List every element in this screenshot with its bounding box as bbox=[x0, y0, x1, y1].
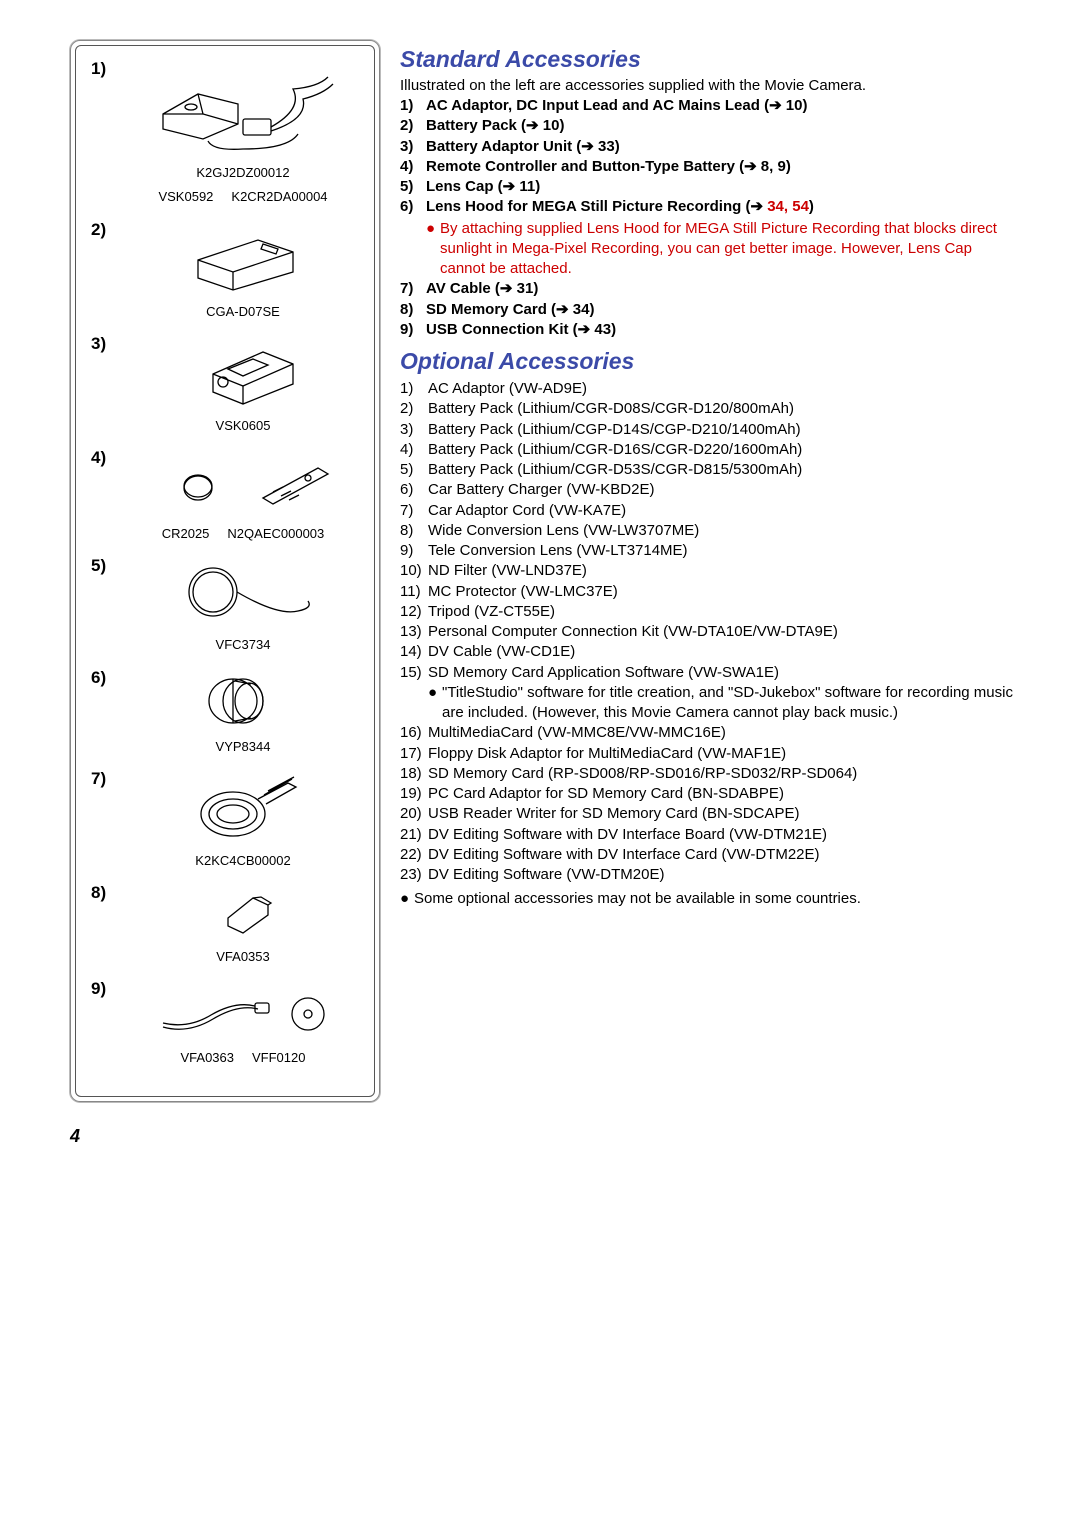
std-item: 6) Lens Hood for MEGA Still Picture Reco… bbox=[400, 197, 1020, 279]
usb-kit-illustration bbox=[117, 979, 369, 1044]
part-label: K2GJ2DZ00012 bbox=[196, 165, 289, 181]
std-item: 7)AV Cable (➔ 31) bbox=[400, 279, 1020, 299]
part-label: CR2025 bbox=[162, 526, 210, 542]
illus-num: 9) bbox=[81, 979, 117, 999]
opt-item: 4)Battery Pack (Lithium/CGR-D16S/CGR-D22… bbox=[400, 440, 1020, 460]
opt-item: 13)Personal Computer Connection Kit (VW-… bbox=[400, 622, 1020, 642]
standard-accessories-list: 1)AC Adaptor, DC Input Lead and AC Mains… bbox=[400, 96, 1020, 340]
adaptor-illustration bbox=[117, 59, 369, 159]
opt-item: 19)PC Card Adaptor for SD Memory Card (B… bbox=[400, 784, 1020, 804]
opt-item: 3)Battery Pack (Lithium/CGP-D14S/CGP-D21… bbox=[400, 420, 1020, 440]
illus-item-1: 1) bbox=[81, 59, 369, 212]
opt-item: 8)Wide Conversion Lens (VW-LW3707ME) bbox=[400, 521, 1020, 541]
availability-note: ● Some optional accessories may not be a… bbox=[400, 889, 1020, 909]
illus-item-6: 6) VYP8344 bbox=[81, 668, 369, 761]
opt-item: 14)DV Cable (VW-CD1E) bbox=[400, 642, 1020, 662]
illus-num: 8) bbox=[81, 883, 117, 903]
opt-item: 21)DV Editing Software with DV Interface… bbox=[400, 825, 1020, 845]
opt-item: 23)DV Editing Software (VW-DTM20E) bbox=[400, 865, 1020, 885]
illus-item-8: 8) VFA0353 bbox=[81, 883, 369, 971]
opt-item: 16)MultiMediaCard (VW-MMC8E/VW-MMC16E) bbox=[400, 723, 1020, 743]
text-column: Standard Accessories Illustrated on the … bbox=[400, 40, 1020, 1102]
lens-hood-note: ● By attaching supplied Lens Hood for ME… bbox=[426, 219, 1020, 280]
part-label: VFA0353 bbox=[216, 949, 270, 965]
opt-item: 9)Tele Conversion Lens (VW-LT3714ME) bbox=[400, 541, 1020, 561]
illus-num: 2) bbox=[81, 220, 117, 240]
opt-item: 15) SD Memory Card Application Software … bbox=[400, 663, 1020, 724]
std-item: 8)SD Memory Card (➔ 34) bbox=[400, 300, 1020, 320]
part-label: CGA-D07SE bbox=[206, 304, 280, 320]
part-label: K2KC4CB00002 bbox=[195, 853, 290, 869]
std-item: 5)Lens Cap (➔ 11) bbox=[400, 177, 1020, 197]
part-label: VFC3734 bbox=[216, 637, 271, 653]
title-studio-note: ● "TitleStudio" software for title creat… bbox=[428, 683, 1020, 724]
av-cable-illustration bbox=[117, 769, 369, 847]
part-label: VFF0120 bbox=[252, 1050, 305, 1066]
illus-num: 1) bbox=[81, 59, 117, 79]
battery-adaptor-illustration bbox=[117, 334, 369, 412]
std-item: 4)Remote Controller and Button-Type Batt… bbox=[400, 157, 1020, 177]
illus-num: 7) bbox=[81, 769, 117, 789]
sd-card-illustration bbox=[117, 883, 369, 943]
standard-accessories-heading: Standard Accessories bbox=[400, 46, 1020, 73]
lens-hood-illustration bbox=[117, 668, 369, 733]
illus-item-4: 4) CR bbox=[81, 448, 369, 548]
illus-item-5: 5) VFC3734 bbox=[81, 556, 369, 659]
std-item: 2)Battery Pack (➔ 10) bbox=[400, 116, 1020, 136]
opt-item: 2)Battery Pack (Lithium/CGR-D08S/CGR-D12… bbox=[400, 399, 1020, 419]
opt-item: 20)USB Reader Writer for SD Memory Card … bbox=[400, 804, 1020, 824]
opt-item: 18)SD Memory Card (RP-SD008/RP-SD016/RP-… bbox=[400, 764, 1020, 784]
illus-item-3: 3) VS bbox=[81, 334, 369, 440]
part-label: N2QAEC000003 bbox=[227, 526, 324, 542]
std-item: 3)Battery Adaptor Unit (➔ 33) bbox=[400, 137, 1020, 157]
illus-item-9: 9) VF bbox=[81, 979, 369, 1072]
remote-illustration bbox=[117, 448, 369, 520]
opt-item: 17)Floppy Disk Adaptor for MultiMediaCar… bbox=[400, 744, 1020, 764]
optional-accessories-list: 1)AC Adaptor (VW-AD9E) 2)Battery Pack (L… bbox=[400, 379, 1020, 885]
manual-page: 1) bbox=[70, 40, 1020, 1102]
part-label: VFA0363 bbox=[181, 1050, 235, 1066]
part-label: VSK0592 bbox=[158, 189, 213, 205]
part-label: VSK0605 bbox=[216, 418, 271, 434]
opt-item: 7)Car Adaptor Cord (VW-KA7E) bbox=[400, 501, 1020, 521]
page-number: 4 bbox=[70, 1126, 1020, 1147]
illustration-panel: 1) bbox=[70, 40, 380, 1102]
opt-item: 10)ND Filter (VW-LND37E) bbox=[400, 561, 1020, 581]
optional-accessories-heading: Optional Accessories bbox=[400, 348, 1020, 375]
opt-item: 5)Battery Pack (Lithium/CGR-D53S/CGR-D81… bbox=[400, 460, 1020, 480]
opt-item: 11)MC Protector (VW-LMC37E) bbox=[400, 582, 1020, 602]
illus-num: 5) bbox=[81, 556, 117, 576]
battery-illustration bbox=[117, 220, 369, 298]
standard-intro: Illustrated on the left are accessories … bbox=[400, 77, 1020, 94]
illus-num: 3) bbox=[81, 334, 117, 354]
opt-item: 22)DV Editing Software with DV Interface… bbox=[400, 845, 1020, 865]
part-label: K2CR2DA00004 bbox=[231, 189, 327, 205]
opt-item: 6)Car Battery Charger (VW-KBD2E) bbox=[400, 480, 1020, 500]
std-item: 9)USB Connection Kit (➔ 43) bbox=[400, 320, 1020, 340]
opt-item: 1)AC Adaptor (VW-AD9E) bbox=[400, 379, 1020, 399]
illus-item-7: 7) K2 bbox=[81, 769, 369, 875]
page-ref-red: 34, 54 bbox=[767, 198, 809, 215]
illus-num: 4) bbox=[81, 448, 117, 468]
opt-item: 12)Tripod (VZ-CT55E) bbox=[400, 602, 1020, 622]
part-label: VYP8344 bbox=[216, 739, 271, 755]
std-item: 1)AC Adaptor, DC Input Lead and AC Mains… bbox=[400, 96, 1020, 116]
lens-cap-illustration bbox=[117, 556, 369, 631]
illus-item-2: 2) CGA-D07SE bbox=[81, 220, 369, 326]
illus-num: 6) bbox=[81, 668, 117, 688]
